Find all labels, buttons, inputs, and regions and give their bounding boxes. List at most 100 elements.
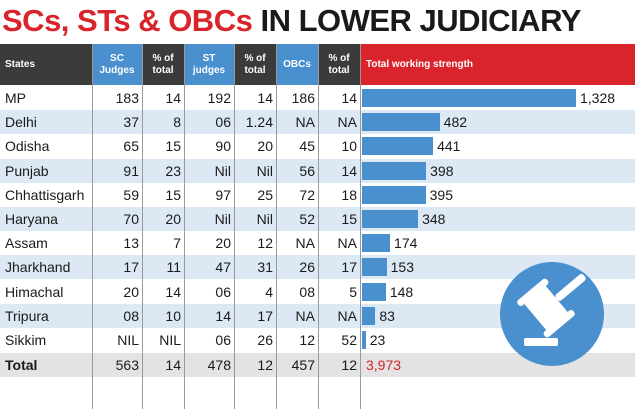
cell-st: Nil [214, 211, 231, 227]
header-obcs: OBCs [276, 44, 318, 85]
bar-value-label: 83 [379, 307, 395, 324]
cell-sc-pct: 11 [166, 259, 181, 276]
cell-st-pct: 31 [257, 259, 273, 276]
state-name: Himachal [5, 283, 64, 300]
cell-sc-pct: 7 [173, 235, 181, 252]
gavel-icon [500, 262, 604, 366]
bar [362, 331, 366, 349]
bar [362, 113, 440, 132]
cell-st-pct: 1.24 [245, 114, 273, 131]
cell-obc-pct: 18 [341, 186, 357, 203]
cell-obc: 45 [299, 138, 315, 155]
header-st-judges: ST judges [184, 44, 234, 85]
cell-obc: 72 [299, 186, 315, 203]
cell-obc-pct: 14 [341, 90, 357, 106]
table-row: MP 183 14 192 14 186 14 [0, 86, 635, 110]
cell-sc-pct: 8 [173, 114, 181, 131]
bar-value-label: 398 [430, 162, 454, 179]
cell-st-pct: Nil [256, 211, 273, 227]
state-name: Sikkim [5, 332, 47, 348]
cell-sc: 65 [123, 138, 139, 155]
cell-obc: NA [295, 235, 315, 252]
cell-obc-pct: 52 [341, 332, 357, 348]
table-row: Chhattisgarh 59 15 97 25 72 18 [0, 183, 635, 207]
total-sc: 563 [115, 357, 139, 374]
bar-value-label: 348 [422, 211, 446, 227]
cell-obc-pct: 15 [341, 211, 357, 227]
header-sc-pct: % of total [142, 44, 184, 85]
cell-st: 47 [215, 259, 231, 276]
cell-sc: 37 [123, 114, 139, 131]
cell-obc-pct: NA [337, 235, 357, 252]
cell-st-pct: 14 [257, 90, 273, 106]
column-divider [234, 44, 235, 409]
cell-sc: NIL [117, 332, 139, 348]
column-divider [184, 44, 185, 409]
cell-obc-pct: 10 [341, 138, 357, 155]
cell-sc: 17 [123, 259, 139, 276]
bar [362, 185, 426, 204]
column-divider [142, 44, 143, 409]
bar [362, 258, 387, 277]
column-divider [92, 44, 93, 409]
bar [362, 161, 427, 180]
header-st-pct: % of total [234, 44, 276, 85]
cell-st: 06 [215, 283, 231, 300]
cell-sc: 91 [123, 162, 139, 179]
total-st-pct: 12 [257, 357, 273, 374]
cell-sc-pct: 15 [165, 138, 181, 155]
title-part-1: SCs, STs & OBCs [2, 3, 253, 38]
state-name: Punjab [5, 162, 49, 179]
cell-obc: NA [295, 114, 315, 131]
column-divider [318, 44, 319, 409]
cell-st-pct: 26 [257, 332, 273, 348]
cell-sc-pct: 20 [165, 211, 181, 227]
bar-value-label: 395 [429, 186, 453, 203]
cell-obc: 12 [299, 332, 315, 348]
total-obc-pct: 12 [341, 357, 357, 374]
state-name: Haryana [5, 211, 58, 227]
title-part-2: IN LOWER JUDICIARY [260, 3, 581, 38]
cell-st-pct: 20 [257, 138, 273, 155]
cell-st: 06 [215, 332, 231, 348]
total-st: 478 [207, 357, 231, 374]
cell-obc: 26 [299, 259, 315, 276]
state-name: Tripura [5, 307, 49, 324]
bar-value-label: 1,328 [580, 90, 616, 106]
cell-obc: 186 [291, 90, 315, 106]
cell-sc-pct: 14 [165, 283, 181, 300]
cell-st: 192 [207, 90, 231, 106]
cell-sc-pct: 23 [165, 162, 181, 179]
bar-value-label: 23 [369, 332, 386, 348]
bar-value-label: 153 [390, 259, 414, 276]
bar-value-label: 441 [437, 138, 461, 155]
table-row: Himachal 20 14 06 4 08 5 [0, 280, 635, 304]
header-obc-pct: % of total [318, 44, 360, 85]
cell-st: 06 [215, 114, 231, 131]
cell-obc-pct: 14 [341, 162, 357, 179]
state-name: Delhi [5, 114, 37, 131]
bar-value-label: 174 [394, 235, 418, 252]
cell-sc-pct: NIL [159, 332, 181, 348]
table-row: Punjab 91 23 Nil Nil 56 14 [0, 158, 635, 183]
cell-st-pct: Nil [256, 162, 273, 179]
table-row: Assam 13 7 20 12 NA NA [0, 231, 635, 255]
cell-obc: 52 [299, 211, 315, 227]
table-row: Haryana 70 20 Nil Nil 52 15 [0, 207, 635, 231]
cell-st: 14 [215, 307, 231, 324]
state-name: Jharkhand [5, 259, 71, 276]
cell-obc-pct: 5 [349, 283, 357, 300]
cell-obc: 08 [299, 283, 315, 300]
table-row: Delhi 37 8 06 1.24 NA NA [0, 110, 635, 135]
cell-sc: 08 [123, 307, 139, 324]
bar [362, 234, 391, 253]
total-working-strength-value: 3,973 [366, 357, 402, 374]
bar [362, 137, 434, 156]
cell-st: Nil [214, 162, 231, 179]
bar [362, 282, 386, 301]
total-label: Total [5, 357, 38, 374]
cell-sc-pct: 14 [165, 90, 181, 106]
chart-title: SCs, STs & OBCs IN LOWER JUDICIARY [2, 2, 581, 40]
cell-sc-pct: 10 [165, 307, 181, 324]
